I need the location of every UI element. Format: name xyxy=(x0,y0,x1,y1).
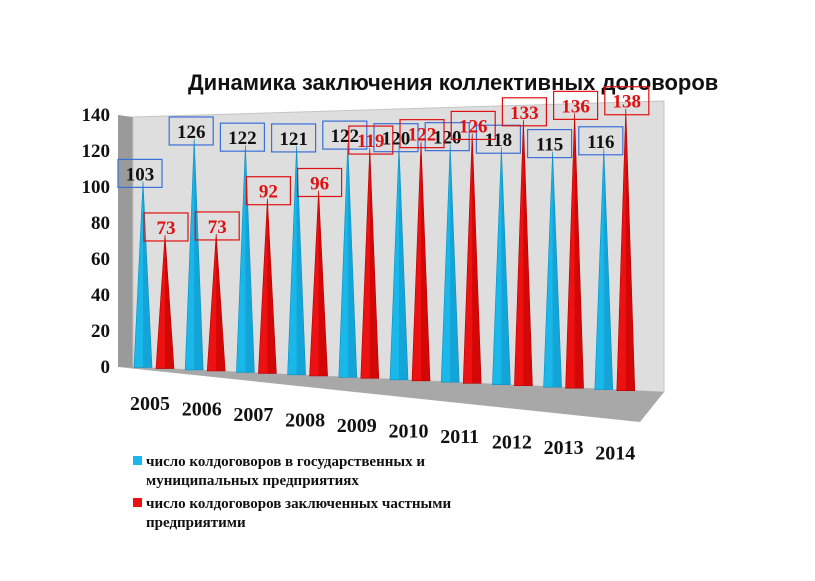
x-tick-label: 2012 xyxy=(492,432,532,454)
y-axis: 0 20 40 60 80 100 120 140 xyxy=(82,105,111,378)
data-label-box xyxy=(604,86,650,116)
data-label-box xyxy=(373,123,419,153)
y-tick-label: 20 xyxy=(91,321,110,342)
x-tick-label: 2013 xyxy=(544,437,584,459)
data-label: 118 xyxy=(485,130,512,151)
cone-shade xyxy=(245,145,255,373)
series-2 xyxy=(155,108,636,391)
data-label: 103 xyxy=(126,164,155,185)
data-label: 120 xyxy=(382,129,411,150)
legend-text: число колдоговоров в государственных и xyxy=(146,454,425,470)
y-tick-label: 0 xyxy=(101,357,111,378)
data-label: 126 xyxy=(459,116,488,137)
data-label-box xyxy=(245,176,291,206)
data-label-box xyxy=(526,129,573,159)
cone-shade xyxy=(421,141,430,381)
y-tick-label: 100 xyxy=(82,177,111,198)
data-label-box xyxy=(297,167,343,198)
cone-shade xyxy=(472,133,482,384)
cone-shade xyxy=(523,119,533,386)
data-label-box xyxy=(143,212,189,242)
x-tick-label: 2010 xyxy=(389,421,429,443)
cone-shade xyxy=(501,147,511,385)
y-tick-label: 40 xyxy=(91,285,110,306)
data-label-box xyxy=(168,116,214,146)
data-label: 126 xyxy=(177,122,206,143)
cone-shade xyxy=(143,181,152,368)
x-axis: 2005 2006 2007 2008 2009 2010 2011 2012 2013 2014 xyxy=(130,393,635,465)
data-label-box xyxy=(424,122,470,152)
x-tick-label: 2006 xyxy=(182,399,222,421)
data-label: 116 xyxy=(587,132,614,153)
data-label: 73 xyxy=(208,217,227,238)
data-label: 92 xyxy=(259,182,278,203)
series-layer xyxy=(133,108,636,391)
data-label: 133 xyxy=(510,103,539,124)
x-tick-label: 2011 xyxy=(440,426,479,448)
x-tick-label: 2008 xyxy=(285,410,325,432)
legend-text: муниципальных предприятиях xyxy=(146,473,359,489)
legend: число колдоговоров в государственных и му… xyxy=(133,454,451,531)
series-1 xyxy=(133,138,614,390)
chart-title: Динамика заключения коллективных договор… xyxy=(188,70,718,95)
data-label: 138 xyxy=(613,92,642,113)
data-label-box xyxy=(399,119,445,149)
data-label-box xyxy=(552,90,599,120)
cone-shade xyxy=(552,151,562,388)
data-label-box xyxy=(578,126,624,156)
data-label: 96 xyxy=(310,173,329,194)
cone-shade xyxy=(450,144,460,383)
side-wall xyxy=(118,115,133,367)
y-tick-label: 60 xyxy=(91,249,110,270)
x-tick-label: 2007 xyxy=(233,404,273,426)
data-label-box xyxy=(271,123,317,153)
cone-shade xyxy=(194,138,204,370)
floor xyxy=(118,367,664,422)
data-label: 119 xyxy=(357,131,384,152)
cone-shade xyxy=(267,198,277,374)
data-label-box xyxy=(219,122,265,152)
cone-shade xyxy=(347,143,357,378)
data-label: 122 xyxy=(331,126,360,147)
cone-shade xyxy=(165,234,174,369)
x-tick-label: 2014 xyxy=(595,443,635,465)
data-label: 120 xyxy=(433,128,462,149)
data-label-box xyxy=(348,125,394,155)
cone-shade xyxy=(216,233,226,371)
data-label-box xyxy=(450,110,496,141)
x-tick-label: 2009 xyxy=(337,415,377,437)
data-label: 115 xyxy=(536,135,563,156)
data-label: 121 xyxy=(279,129,308,150)
y-tick-label: 140 xyxy=(82,105,111,126)
data-label-box xyxy=(117,158,163,188)
data-label: 136 xyxy=(561,96,590,117)
y-tick-label: 120 xyxy=(82,141,111,162)
cone-shade xyxy=(318,190,328,376)
data-label: 122 xyxy=(408,125,437,146)
legend-text: предприятими xyxy=(146,515,246,531)
data-label: 73 xyxy=(157,218,176,239)
legend-swatch xyxy=(133,498,142,507)
legend-text: число колдоговоров заключенных частными xyxy=(146,496,451,512)
data-label-box xyxy=(322,120,368,150)
cone-shade xyxy=(399,145,408,380)
data-label: 122 xyxy=(228,128,257,149)
data-label-box xyxy=(194,211,240,241)
x-tick-label: 2005 xyxy=(130,393,170,415)
legend-swatch xyxy=(133,456,142,465)
y-tick-label: 80 xyxy=(91,213,110,234)
cone-shade xyxy=(603,148,613,390)
cone-shade xyxy=(574,113,584,389)
cone-shade xyxy=(296,145,306,375)
data-label-box xyxy=(501,97,547,127)
cone-shade xyxy=(369,148,379,379)
